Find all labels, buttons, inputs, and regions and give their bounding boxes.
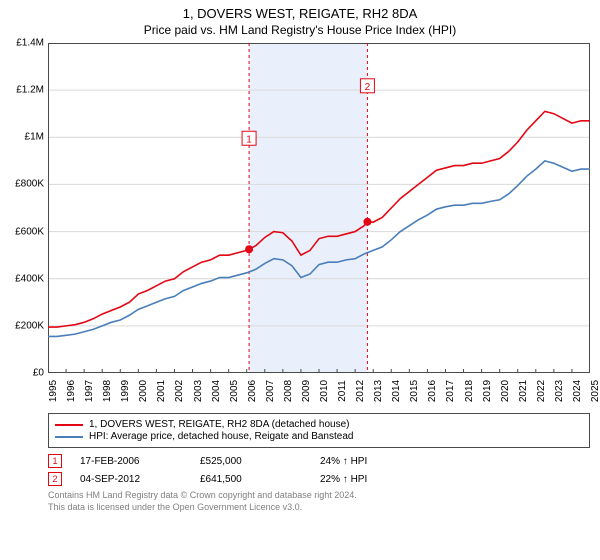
x-tick-label: 2003	[193, 380, 204, 402]
y-tick-label: £1M	[25, 132, 44, 143]
x-tick-label: 2000	[138, 380, 149, 402]
x-tick-label: 2021	[518, 380, 529, 402]
x-tick-label: 2025	[590, 380, 600, 402]
svg-text:2: 2	[365, 82, 371, 93]
x-tick-label: 2007	[265, 380, 276, 402]
x-tick-label: 2013	[373, 380, 384, 402]
y-tick-label: £600K	[15, 226, 44, 237]
y-tick-label: £400K	[15, 273, 44, 284]
x-tick-label: 2001	[156, 380, 167, 402]
sale-delta: 24% ↑ HPI	[320, 456, 440, 467]
x-tick-label: 2023	[554, 380, 565, 402]
legend: 1, DOVERS WEST, REIGATE, RH2 8DA (detach…	[48, 413, 590, 448]
sale-date: 17-FEB-2006	[80, 456, 200, 467]
x-tick-label: 2017	[445, 380, 456, 402]
legend-item: 1, DOVERS WEST, REIGATE, RH2 8DA (detach…	[55, 419, 583, 430]
x-tick-label: 2016	[427, 380, 438, 402]
x-tick-label: 2006	[247, 380, 258, 402]
x-tick-label: 2009	[301, 380, 312, 402]
x-tick-label: 2012	[355, 380, 366, 402]
x-tick-label: 2004	[211, 380, 222, 402]
x-tick-label: 2011	[337, 380, 348, 402]
legend-item: HPI: Average price, detached house, Reig…	[55, 431, 583, 442]
footer-line1: Contains HM Land Registry data © Crown c…	[48, 490, 590, 502]
y-tick-label: £800K	[15, 179, 44, 190]
x-tick-label: 2010	[319, 380, 330, 402]
x-tick-label: 2005	[229, 380, 240, 402]
x-tick-label: 2002	[174, 380, 185, 402]
sale-date: 04-SEP-2012	[80, 474, 200, 485]
sale-marker: 2	[48, 472, 62, 486]
x-tick-label: 2018	[464, 380, 475, 402]
chart-title: 1, DOVERS WEST, REIGATE, RH2 8DA	[0, 6, 600, 21]
x-tick-label: 2020	[500, 380, 511, 402]
sale-price: £525,000	[200, 456, 320, 467]
x-tick-label: 1998	[102, 380, 113, 402]
x-tick-label: 2022	[536, 380, 547, 402]
x-tick-label: 2014	[391, 380, 402, 402]
footer-attribution: Contains HM Land Registry data © Crown c…	[48, 490, 590, 513]
sale-marker: 1	[48, 454, 62, 468]
sale-delta: 22% ↑ HPI	[320, 474, 440, 485]
x-tick-label: 2008	[283, 380, 294, 402]
sale-row: 2 04-SEP-2012£641,50022% ↑ HPI	[48, 472, 590, 486]
x-tick-label: 2019	[482, 380, 493, 402]
x-tick-label: 2024	[572, 380, 583, 402]
legend-label: 1, DOVERS WEST, REIGATE, RH2 8DA (detach…	[89, 419, 349, 430]
x-tick-label: 1995	[48, 380, 59, 402]
x-tick-label: 1996	[66, 380, 77, 402]
legend-swatch	[55, 436, 83, 438]
legend-label: HPI: Average price, detached house, Reig…	[89, 431, 353, 442]
chart-subtitle: Price paid vs. HM Land Registry's House …	[0, 23, 600, 37]
chart-svg: 12	[48, 43, 590, 373]
svg-text:1: 1	[246, 134, 252, 145]
x-axis: 1995 1996 1997 1998 1999 2000 2001 2002 2003 2004…	[48, 373, 590, 409]
sale-row: 1 17-FEB-2006£525,00024% ↑ HPI	[48, 454, 590, 468]
footer-line2: This data is licensed under the Open Gov…	[48, 502, 590, 514]
y-tick-label: £0	[33, 368, 44, 379]
y-tick-label: £200K	[15, 320, 44, 331]
y-axis: £0£200K£400K£600K£800K£1M£1.2M£1.4M	[0, 43, 48, 373]
legend-swatch	[55, 424, 83, 426]
y-tick-label: £1.2M	[16, 85, 44, 96]
sales-table: 1 17-FEB-2006£525,00024% ↑ HPI 2 04-SEP-201…	[48, 454, 590, 486]
x-tick-label: 1997	[84, 380, 95, 402]
sale-price: £641,500	[200, 474, 320, 485]
x-tick-label: 2015	[409, 380, 420, 402]
x-tick-label: 1999	[120, 380, 131, 402]
y-tick-label: £1.4M	[16, 38, 44, 49]
chart-plot-area: £0£200K£400K£600K£800K£1M£1.2M£1.4M 12	[48, 43, 590, 373]
